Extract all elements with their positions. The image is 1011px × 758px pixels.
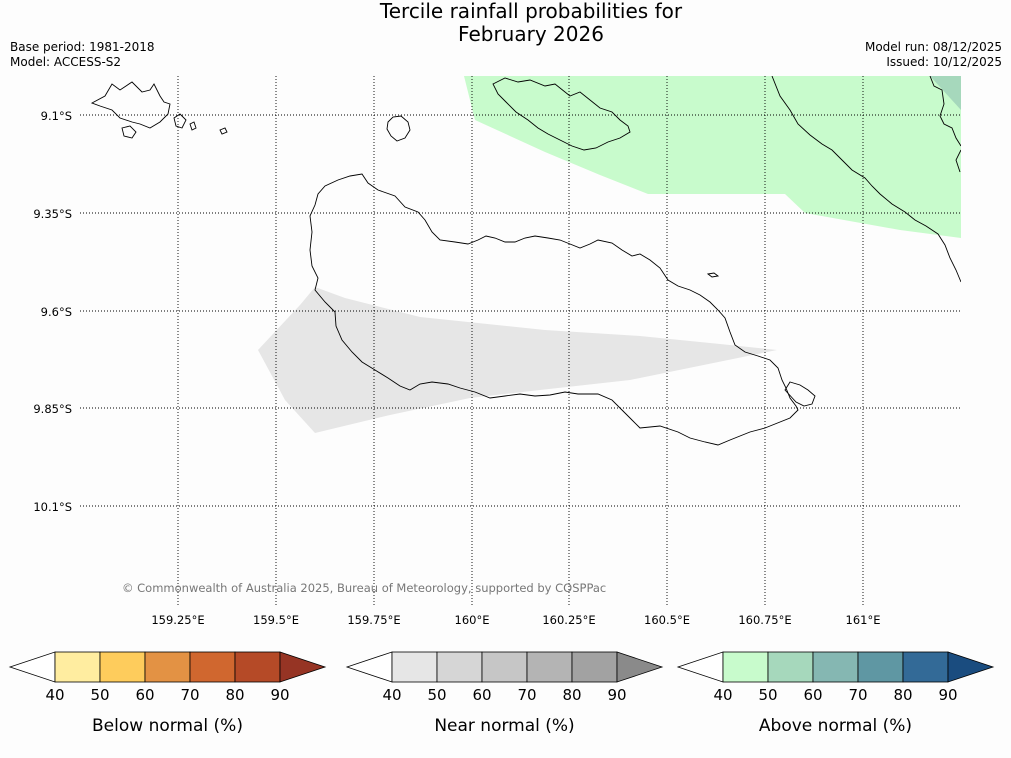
legend-swatch-min bbox=[676, 651, 724, 683]
title-line-2: February 2026 bbox=[458, 22, 604, 46]
legend-swatch bbox=[54, 651, 101, 683]
lat-label: 9.85°S bbox=[33, 402, 72, 416]
legend-swatch bbox=[857, 651, 904, 683]
legend-swatch bbox=[144, 651, 191, 683]
lon-label: 160°E bbox=[455, 613, 490, 627]
russell-islet-4 bbox=[189, 121, 197, 131]
model-run: Model run: 08/12/2025 bbox=[864, 40, 1002, 54]
issued-date: Issued: 10/12/2025 bbox=[886, 55, 1002, 69]
lat-label: 9.6°S bbox=[41, 305, 72, 319]
title-line-1: Tercile rainfall probabilities for bbox=[379, 0, 683, 23]
legend-above-normal: 40 50 60 70 80 90 Above normal (%) bbox=[676, 651, 995, 736]
legend-swatch bbox=[391, 651, 438, 683]
legend-tick-label: 70 bbox=[848, 686, 867, 704]
legend-swatch bbox=[812, 651, 859, 683]
legend-tick-label: 40 bbox=[45, 686, 64, 704]
lon-label: 159.75°E bbox=[347, 613, 400, 627]
legend-swatch bbox=[189, 651, 236, 683]
russell-islet-3 bbox=[219, 127, 228, 135]
lat-label: 9.35°S bbox=[33, 207, 72, 221]
legend-label: Above normal (%) bbox=[759, 716, 912, 736]
legend-swatch bbox=[902, 651, 949, 683]
model-name: Model: ACCESS-S2 bbox=[10, 55, 122, 69]
legend-near-normal: 40 50 60 70 80 90 Near normal (%) bbox=[345, 651, 664, 736]
russell-islet-2 bbox=[173, 113, 187, 129]
legend-swatch-max bbox=[616, 651, 664, 683]
legend-swatch bbox=[436, 651, 483, 683]
legend-label: Below normal (%) bbox=[92, 716, 243, 736]
legend-swatch bbox=[722, 651, 769, 683]
legend-tick-label: 60 bbox=[803, 686, 822, 704]
legend-swatch bbox=[571, 651, 618, 683]
guadalcanal-coastline bbox=[309, 173, 799, 446]
legend-tick-label: 90 bbox=[270, 686, 289, 704]
lon-label: 160.25°E bbox=[542, 613, 595, 627]
islet-small bbox=[706, 272, 720, 278]
lon-label: 159.25°E bbox=[151, 613, 204, 627]
florida-islands bbox=[492, 77, 631, 151]
savo-island bbox=[386, 115, 411, 142]
lon-label: 160.75°E bbox=[738, 613, 791, 627]
meta-left: Base period: 1981-2018 Model: ACCESS-S2 bbox=[10, 40, 155, 70]
near-normal-50-region bbox=[258, 287, 777, 433]
legend-swatch-min bbox=[345, 651, 393, 683]
map-area: 9.1°S 9.35°S 9.6°S 9.85°S 10.1°S 159.25°… bbox=[33, 76, 961, 627]
lon-label: 159.5°E bbox=[253, 613, 299, 627]
russell-islands bbox=[90, 81, 171, 129]
above-normal-50-region bbox=[464, 76, 961, 238]
legend-tick-label: 70 bbox=[517, 686, 536, 704]
legend-tick-label: 90 bbox=[607, 686, 626, 704]
malaita-coastline bbox=[771, 76, 961, 283]
legend-swatch bbox=[767, 651, 814, 683]
lat-label: 10.1°S bbox=[33, 500, 72, 514]
base-period: Base period: 1981-2018 bbox=[10, 40, 155, 54]
above-normal-60-region bbox=[930, 76, 961, 110]
legend-swatch-min bbox=[8, 651, 56, 683]
coastline-east-tip bbox=[784, 381, 816, 407]
map-title: Tercile rainfall probabilities for Febru… bbox=[0, 0, 1011, 46]
lon-label: 161°E bbox=[846, 613, 881, 627]
lat-label: 9.1°S bbox=[41, 109, 72, 123]
copyright-notice: © Commonwealth of Australia 2025, Bureau… bbox=[122, 581, 606, 595]
legends: 40 50 60 70 80 90 Below normal (%) 40 50 60 70 80 9… bbox=[8, 651, 995, 736]
legend-tick-label: 70 bbox=[180, 686, 199, 704]
legend-tick-label: 50 bbox=[90, 686, 109, 704]
graticule bbox=[80, 76, 961, 605]
meta-right: Model run: 08/12/2025 Issued: 10/12/2025 bbox=[865, 40, 1002, 70]
legend-tick-label: 40 bbox=[713, 686, 732, 704]
lon-label: 160.5°E bbox=[644, 613, 690, 627]
russell-islet-1 bbox=[121, 125, 137, 139]
legend-label: Near normal (%) bbox=[434, 716, 574, 736]
legend-tick-label: 40 bbox=[382, 686, 401, 704]
legend-tick-label: 50 bbox=[427, 686, 446, 704]
malaita-north-coast bbox=[929, 76, 961, 147]
legend-swatch bbox=[99, 651, 146, 683]
legend-tick-label: 90 bbox=[938, 686, 957, 704]
legend-tick-label: 60 bbox=[472, 686, 491, 704]
legend-swatch bbox=[526, 651, 573, 683]
legend-tick-label: 80 bbox=[562, 686, 581, 704]
legend-tick-label: 80 bbox=[893, 686, 912, 704]
legend-tick-label: 80 bbox=[225, 686, 244, 704]
legend-tick-label: 50 bbox=[758, 686, 777, 704]
legend-swatch-max bbox=[279, 651, 327, 683]
legend-below-normal: 40 50 60 70 80 90 Below normal (%) bbox=[8, 651, 327, 736]
legend-swatch bbox=[481, 651, 528, 683]
malaita-east-coast bbox=[955, 149, 961, 173]
legend-swatch bbox=[234, 651, 281, 683]
legend-swatch-max bbox=[947, 651, 995, 683]
legend-tick-label: 60 bbox=[135, 686, 154, 704]
